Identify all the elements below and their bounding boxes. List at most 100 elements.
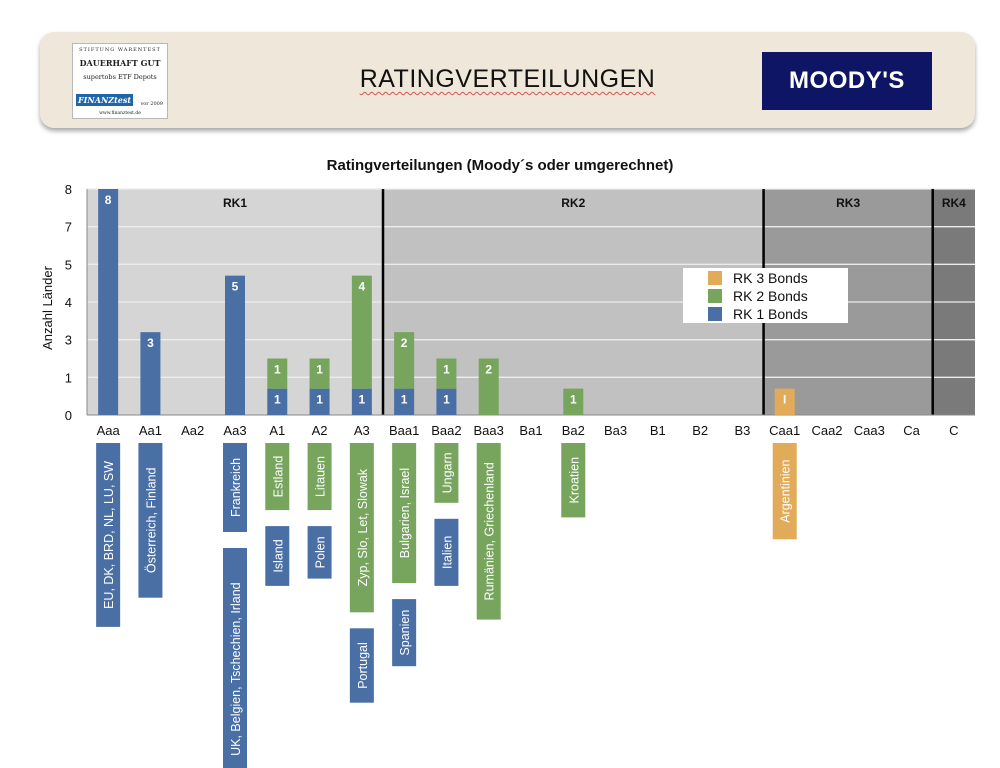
bar-value-label: 1 <box>443 393 450 407</box>
x-tick-label: Aa3 <box>223 423 246 438</box>
bar-rk1-aaa <box>98 189 119 415</box>
y-tick-label: 0 <box>65 408 72 423</box>
bar-value-label: 8 <box>105 193 112 207</box>
legend-label: RK 1 Bonds <box>733 306 808 322</box>
bar-value-label: 2 <box>485 363 492 377</box>
badge-line-3: supertobs ETF Depots <box>83 73 157 81</box>
bar-rk1-a2 <box>309 388 330 415</box>
x-tick-label: Ca <box>903 423 920 438</box>
warentest-badge: STIFTUNG WARENTEST DAUERHAFT GUT superto… <box>72 43 168 119</box>
bar-rk3-caa1 <box>774 388 795 415</box>
zone-label-rk4: RK4 <box>942 196 966 210</box>
x-tick-label: B1 <box>650 423 666 438</box>
country-label: Argentinien <box>779 459 793 522</box>
badge-logo: FINANZtest <box>76 94 134 106</box>
bar-rk1-aa1 <box>140 332 161 415</box>
bar-value-label: 1 <box>359 393 366 407</box>
bar-rk2-baa1 <box>394 332 415 389</box>
bar-rk1-a3 <box>351 388 372 415</box>
country-label-box <box>476 443 501 620</box>
country-label-box <box>434 518 459 586</box>
bar-value-label: 5 <box>232 280 239 294</box>
bar-value-label: 1 <box>401 393 408 407</box>
header-banner: STIFTUNG WARENTEST DAUERHAFT GUT superto… <box>40 32 975 128</box>
country-label: Portugal <box>356 642 370 689</box>
country-label-box <box>349 628 374 703</box>
badge-year: vor 2009 <box>140 101 163 107</box>
bar-rk2-a3 <box>351 275 372 389</box>
y-tick-label: 1 <box>65 370 72 385</box>
x-tick-label: Baa3 <box>474 423 504 438</box>
bar-rk1-a1 <box>267 388 288 415</box>
page-title-text: RATINGVERTEILUNGEN <box>359 65 656 93</box>
x-tick-label: Aaa <box>97 423 121 438</box>
x-tick-label: Caa3 <box>854 423 885 438</box>
bar-value-label: 1 <box>274 393 281 407</box>
country-label: Litauen <box>314 456 328 497</box>
y-tick-label: 8 <box>65 182 72 197</box>
country-label-box <box>434 443 459 503</box>
y-tick-label: 4 <box>65 295 72 310</box>
chart-title: Ratingverteilungen (Moody´s oder umgerec… <box>326 157 674 174</box>
country-label: Island <box>271 539 285 572</box>
country-label-box <box>772 443 797 540</box>
bar-rk2-a1 <box>267 358 288 389</box>
legend-swatch <box>708 271 722 285</box>
legend-label: RK 2 Bonds <box>733 288 808 304</box>
legend-label: RK 3 Bonds <box>733 270 808 286</box>
country-label-box <box>96 443 121 627</box>
zone-label-rk1: RK1 <box>223 196 247 210</box>
zone-label-rk3: RK3 <box>836 196 860 210</box>
x-tick-label: A1 <box>269 423 285 438</box>
country-label-box <box>265 526 290 586</box>
x-tick-label: Aa1 <box>139 423 162 438</box>
moodys-logo: MOODY'S <box>762 52 932 110</box>
country-label-box <box>349 443 374 613</box>
y-tick-label: 5 <box>65 257 72 272</box>
country-label: Italien <box>440 536 454 569</box>
x-tick-label: A3 <box>354 423 370 438</box>
country-label: Estland <box>271 456 285 498</box>
country-label-box <box>307 526 332 579</box>
country-label-box <box>392 599 417 667</box>
x-tick-label: A2 <box>312 423 328 438</box>
x-tick-label: Caa2 <box>811 423 842 438</box>
bar-value-label: I <box>783 393 786 407</box>
x-tick-label: Aa2 <box>181 423 204 438</box>
bar-rk2-a2 <box>309 358 330 389</box>
country-label: Zyp, Slo, Let, Slowak <box>356 468 370 586</box>
country-label-box <box>307 443 332 511</box>
zone-label-rk2: RK2 <box>561 196 585 210</box>
country-label: Rumänien, Griechenland <box>483 462 497 600</box>
x-tick-label: C <box>949 423 958 438</box>
x-tick-label: Caa1 <box>769 423 800 438</box>
country-label: Polen <box>314 536 328 568</box>
country-label-box <box>561 443 586 518</box>
country-label-box <box>392 443 417 584</box>
bar-rk2-baa3 <box>478 358 499 415</box>
x-tick-label: Ba2 <box>562 423 585 438</box>
badge-line-2: DAUERHAFT GUT <box>79 58 161 68</box>
x-tick-label: B3 <box>734 423 750 438</box>
bar-value-label: 1 <box>274 363 281 377</box>
bar-value-label: 1 <box>570 393 577 407</box>
x-tick-label: B2 <box>692 423 708 438</box>
country-label: Spanien <box>398 610 412 656</box>
bar-value-label: 1 <box>316 393 323 407</box>
x-tick-label: Ba1 <box>519 423 542 438</box>
badge-url: www.finanztest.de <box>99 111 141 116</box>
country-label: Österreich, Finland <box>144 468 158 574</box>
badge-line-1: STIFTUNG WARENTEST <box>79 47 161 53</box>
country-label: Frankreich <box>229 458 243 517</box>
x-tick-label: Baa1 <box>389 423 419 438</box>
bar-value-label: 3 <box>147 336 154 350</box>
legend-swatch <box>708 307 722 321</box>
legend-swatch <box>708 289 722 303</box>
y-tick-label: 7 <box>65 220 72 235</box>
country-label-box <box>223 548 247 768</box>
country-label-box <box>223 443 247 532</box>
bar-rk2-baa2 <box>436 358 457 389</box>
country-label: Kroatien <box>567 457 581 504</box>
y-axis-label: Anzahl Länder <box>40 265 55 350</box>
y-tick-label: 3 <box>65 333 72 348</box>
